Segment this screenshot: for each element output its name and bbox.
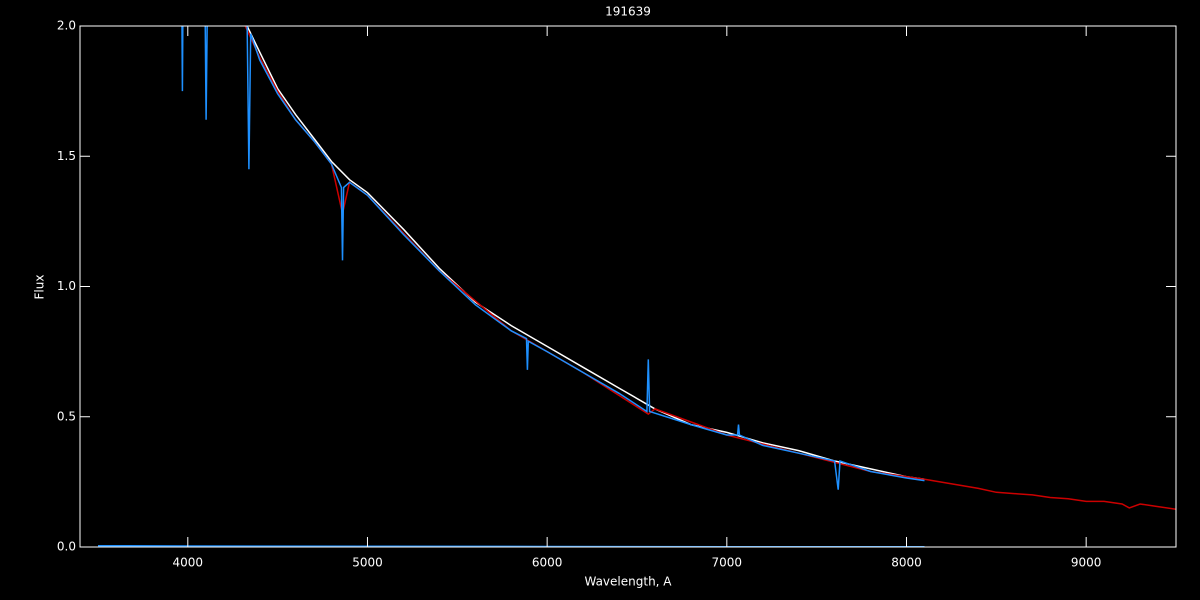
y-tick-label: 0.0 <box>57 540 76 554</box>
chart-title: 191639 <box>605 5 651 19</box>
spectrum-line <box>246 26 925 481</box>
x-tick-label: 6000 <box>532 556 563 570</box>
y-tick-label: 1.5 <box>57 149 76 163</box>
x-axis-label: Wavelength, A <box>584 575 672 589</box>
x-tick-label: 8000 <box>891 556 922 570</box>
y-tick-label: 2.0 <box>57 19 76 33</box>
y-axis-label: Flux <box>33 275 47 300</box>
x-tick-label: 9000 <box>1071 556 1102 570</box>
x-tick-label: 4000 <box>173 556 204 570</box>
y-tick-label: 0.5 <box>57 409 76 423</box>
x-tick-label: 7000 <box>712 556 743 570</box>
spectrum-line <box>181 26 925 490</box>
x-tick-label: 5000 <box>352 556 383 570</box>
y-tick-label: 1.0 <box>57 279 76 293</box>
